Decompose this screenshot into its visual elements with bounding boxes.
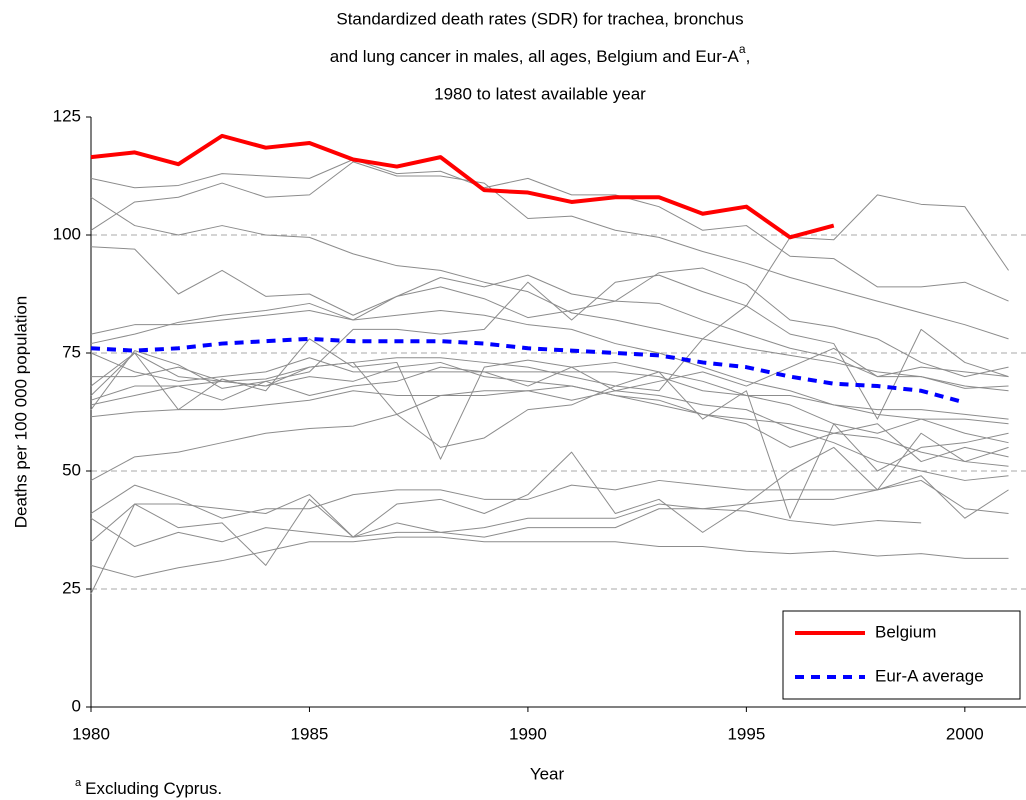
series-line [90, 161, 1009, 340]
series-line [90, 385, 1009, 463]
legend-label: Eur-A average [875, 666, 984, 685]
series-line [90, 536, 1009, 578]
y-axis-label: Deaths per 100 000 population [11, 296, 30, 529]
series-line [90, 194, 1009, 406]
series-line [90, 267, 1009, 378]
series-line [90, 508, 922, 548]
series-line [90, 347, 1009, 410]
x-tick-label: 1980 [72, 724, 110, 743]
y-tick-label: 75 [62, 342, 81, 361]
series-line [90, 158, 1009, 302]
y-tick-label: 125 [53, 106, 81, 125]
chart-title: 1980 to latest available year [434, 84, 646, 103]
series-line [90, 479, 1009, 519]
y-tick-label: 100 [53, 224, 81, 243]
footnote-text: Excluding Cyprus. [85, 779, 222, 798]
series-line [91, 361, 1009, 467]
legend-label: Belgium [875, 622, 936, 641]
y-tick-label: 50 [62, 460, 81, 479]
chart-title: Standardized death rates (SDR) for trach… [336, 9, 743, 28]
series-line [90, 352, 1009, 519]
series-line [90, 390, 1009, 481]
series-line [90, 196, 1009, 392]
y-tick-label: 0 [72, 696, 81, 715]
title-superscript: a [739, 42, 746, 56]
series-line [90, 274, 1009, 420]
chart-title: and lung cancer in males, all ages, Belg… [330, 47, 740, 66]
x-tick-label: 1995 [727, 724, 765, 743]
y-tick-label: 25 [62, 578, 81, 597]
title-suffix: , [746, 47, 751, 66]
series-line [90, 475, 1009, 594]
footnote: a Excluding Cyprus. [75, 777, 222, 799]
series-line [90, 310, 1009, 425]
chart-title: and lung cancer in males, all ages, Belg… [330, 42, 751, 66]
x-tick-label: 2000 [946, 724, 984, 743]
legend-box [782, 610, 1021, 700]
series-line [90, 133, 835, 240]
series-line [90, 432, 1009, 543]
series-line [90, 246, 1009, 389]
x-tick-label: 1985 [291, 724, 329, 743]
series-line [90, 336, 966, 405]
x-axis-label: Year [530, 764, 565, 783]
footnote-marker: a [75, 777, 82, 789]
x-tick-label: 1990 [509, 724, 547, 743]
